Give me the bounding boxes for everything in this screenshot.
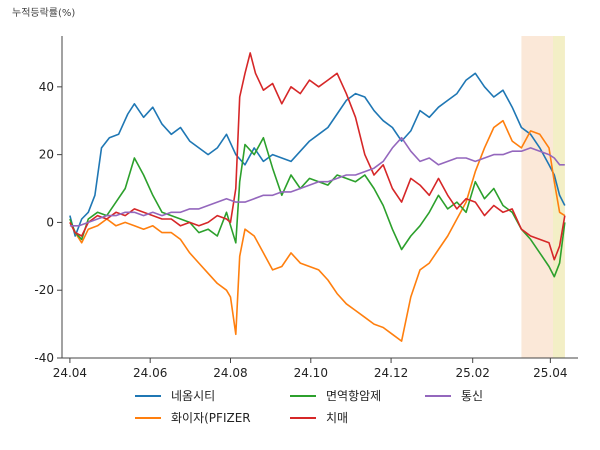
y-axis-label: 누적등락률(%) [12,7,75,19]
series-line-1 [69,119,566,342]
legend-item: 통신 [425,389,483,403]
legend-label: 네옴시티 [171,389,215,403]
series-line-2 [69,136,566,278]
shaded-regions [521,36,565,358]
y-tick-label: 0 [46,215,54,229]
x-tick-label: 24.06 [133,366,167,380]
y-ticks: -40 -20 0 20 40 [34,80,62,365]
series-line-4 [69,136,565,227]
legend-label: 통신 [461,389,483,403]
legend-label: 화이자(PFIZER [171,411,251,425]
legend-label: 면역항암제 [326,389,381,403]
x-tick-label: 25.04 [533,366,567,380]
x-tick-label: 24.08 [213,366,247,380]
y-tick-label: -20 [34,283,54,297]
x-ticks: 24.04 24.06 24.08 24.10 24.12 25.02 25.04 [53,358,568,380]
x-tick-label: 24.12 [374,366,408,380]
shaded-band-1 [552,36,565,358]
axes [61,36,578,359]
series-line-0 [69,72,566,237]
series-lines [69,52,566,342]
y-tick-label: 40 [39,80,54,94]
x-tick-label: 24.04 [53,366,87,380]
y-tick-label: -40 [34,351,54,365]
legend-item: 치매 [290,411,348,425]
legend-label: 치매 [326,411,348,425]
x-tick-label: 24.10 [294,366,328,380]
legend-item: 네옴시티 [135,389,215,403]
y-tick-label: 20 [39,148,54,162]
legend-item: 화이자(PFIZER [135,411,251,425]
x-tick-label: 25.02 [456,366,490,380]
legend-item: 면역항암제 [290,389,381,403]
series-line-3 [69,52,566,261]
